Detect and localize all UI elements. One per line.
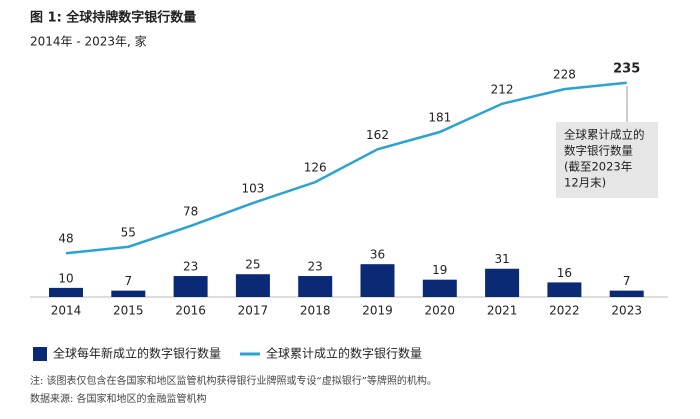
x-tick-label: 2020 <box>425 304 456 318</box>
annotation-box <box>556 122 658 198</box>
chart-subtitle: 2014年 - 2023年, 家 <box>30 34 147 49</box>
bar-label: 10 <box>58 271 73 285</box>
bar <box>485 268 520 297</box>
x-tick-label: 2014 <box>51 304 82 318</box>
line-label: 212 <box>491 82 514 96</box>
line-label: 162 <box>366 128 389 142</box>
x-tick-label: 2023 <box>611 304 642 318</box>
legend-label: 全球累计成立的数字银行数量 <box>266 346 422 361</box>
chart-title: 图 1: 全球持牌数字银行数量 <box>30 10 196 26</box>
line-label: 78 <box>183 204 198 218</box>
annotation-text: 全球累计成立的 <box>564 128 645 142</box>
bar <box>547 282 582 297</box>
line-label: 48 <box>58 232 73 246</box>
bar-label: 7 <box>124 274 132 288</box>
bar-label: 25 <box>245 258 260 272</box>
bar <box>173 276 208 297</box>
bar-label: 19 <box>432 263 447 277</box>
note: 注: 该图表仅包含在各国家和地区监管机构获得银行业牌照或专设“虚拟银行”等牌照的… <box>30 374 437 387</box>
bar <box>298 276 333 297</box>
note: 数据来源: 各国家和地区的金融监管机构 <box>30 392 207 405</box>
x-tick-label: 2019 <box>362 304 393 318</box>
line-label: 103 <box>241 182 264 196</box>
bar <box>49 287 83 297</box>
line-label: 55 <box>121 225 136 239</box>
bar-label: 36 <box>370 248 385 262</box>
x-tick-label: 2016 <box>175 304 206 318</box>
bar <box>111 290 146 297</box>
legend-label: 全球每年新成立的数字银行数量 <box>53 346 221 361</box>
bar <box>609 290 644 297</box>
annotation-text: 12月末) <box>564 176 606 190</box>
bar-label: 16 <box>557 266 572 280</box>
line-label: 126 <box>304 161 327 175</box>
bar <box>422 279 457 297</box>
line <box>65 81 627 255</box>
bar-label: 23 <box>308 260 323 274</box>
legend-swatch <box>33 347 47 361</box>
line-label: 181 <box>428 111 451 125</box>
x-tick-label: 2015 <box>113 304 144 318</box>
x-tick-label: 2022 <box>549 304 580 318</box>
x-tick-label: 2017 <box>238 304 269 318</box>
bar-label: 31 <box>494 252 509 266</box>
annotation-text: (截至2023年 <box>564 160 632 174</box>
bar-label: 23 <box>183 260 198 274</box>
x-tick-label: 2018 <box>300 304 331 318</box>
x-tick-label: 2021 <box>487 304 518 318</box>
line-label: 228 <box>553 68 576 82</box>
bar-label: 7 <box>623 274 631 288</box>
bar <box>360 264 395 297</box>
bar <box>235 274 270 297</box>
line-label: 235 <box>613 61 640 76</box>
annotation-text: 数字银行数量 <box>564 144 633 158</box>
